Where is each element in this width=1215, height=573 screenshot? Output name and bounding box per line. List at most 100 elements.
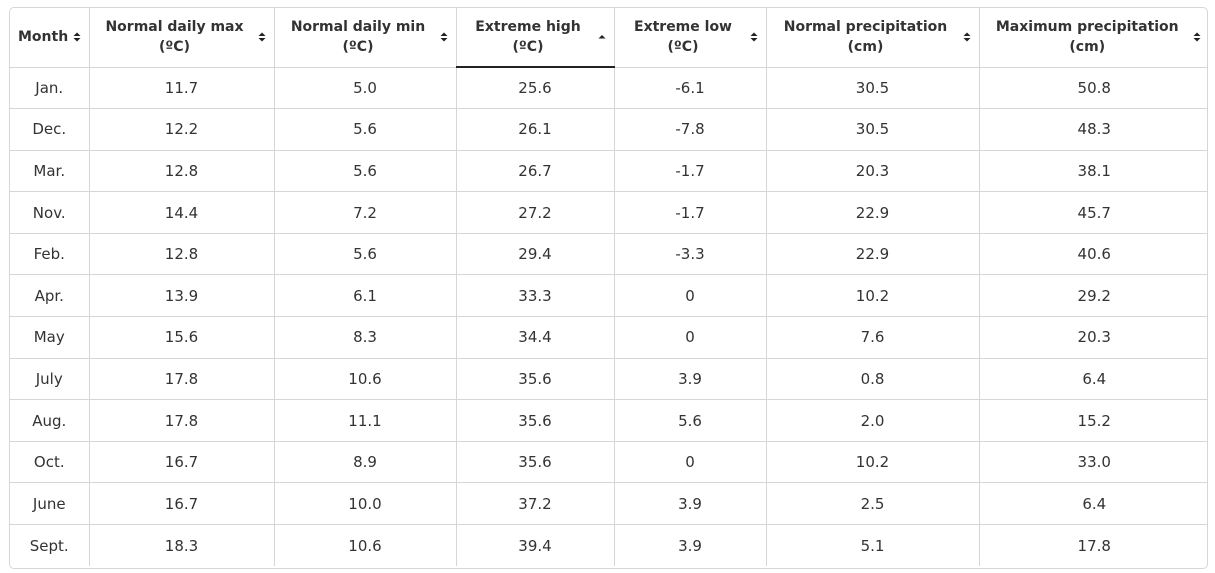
column-header-unit: (cm) <box>847 39 884 56</box>
sort-both-icon[interactable] <box>963 31 971 43</box>
cell-extreme-low: 3.9 <box>614 524 767 567</box>
cell-normal-daily-max: 15.6 <box>89 316 275 359</box>
cell-normal-precipitation: 22.9 <box>766 233 980 276</box>
column-header-label: Normal daily max <box>105 19 244 36</box>
column-header-unit: (ºC) <box>342 39 374 56</box>
table-body: Jan. 11.7 5.0 25.6 -6.1 30.5 50.8 Dec. 12.2 5.6 26… <box>10 67 1207 567</box>
cell-month: Mar. <box>10 150 90 193</box>
cell-extreme-high: 25.6 <box>456 67 615 110</box>
cell-normal-precipitation: 10.2 <box>766 274 980 318</box>
cell-extreme-low: 0 <box>614 316 767 359</box>
cell-extreme-high: 35.6 <box>456 441 615 484</box>
cell-normal-daily-max: 12.8 <box>89 150 275 193</box>
cell-normal-precipitation: 5.1 <box>766 524 980 567</box>
sort-ascending-icon[interactable] <box>598 31 606 43</box>
climate-table: Month Normal daily max (ºC) Normal daily mi… <box>10 8 1207 567</box>
cell-normal-daily-min: 5.6 <box>274 150 457 193</box>
cell-normal-daily-min: 5.6 <box>274 108 457 151</box>
climate-table-container: Month Normal daily max (ºC) Normal daily mi… <box>9 7 1208 569</box>
column-header-normal-precipitation[interactable]: Normal precipitation (cm) <box>766 8 980 68</box>
column-header-month[interactable]: Month <box>10 8 90 68</box>
column-header-label: Normal daily min <box>290 19 426 36</box>
cell-normal-daily-max: 14.4 <box>89 191 275 234</box>
cell-normal-precipitation: 2.5 <box>766 482 980 526</box>
cell-maximum-precipitation: 29.2 <box>979 274 1207 318</box>
cell-normal-daily-min: 8.3 <box>274 316 457 359</box>
cell-normal-daily-max: 12.8 <box>89 233 275 276</box>
cell-normal-daily-min: 5.6 <box>274 233 457 276</box>
cell-normal-daily-min: 10.6 <box>274 524 457 567</box>
column-header-unit: (ºC) <box>159 39 190 56</box>
column-header-label: Extreme high <box>475 19 581 35</box>
sort-both-icon[interactable] <box>73 31 81 43</box>
cell-month: Apr. <box>10 274 90 318</box>
cell-maximum-precipitation: 50.8 <box>979 67 1207 110</box>
cell-normal-daily-min: 11.1 <box>274 399 457 442</box>
cell-maximum-precipitation: 45.7 <box>979 191 1207 234</box>
sort-both-icon[interactable] <box>750 31 758 43</box>
cell-normal-precipitation: 0.8 <box>766 358 980 401</box>
cell-normal-daily-max: 16.7 <box>89 482 275 526</box>
cell-normal-daily-min: 10.0 <box>274 482 457 526</box>
cell-normal-precipitation: 2.0 <box>766 399 980 442</box>
cell-maximum-precipitation: 6.4 <box>979 482 1207 526</box>
cell-extreme-low: 3.9 <box>614 358 767 401</box>
cell-normal-daily-min: 10.6 <box>274 358 457 401</box>
cell-maximum-precipitation: 40.6 <box>979 233 1207 276</box>
cell-maximum-precipitation: 15.2 <box>979 399 1207 442</box>
cell-normal-daily-max: 17.8 <box>89 399 275 442</box>
table-row: Oct. 16.7 8.9 35.6 0 10.2 33.0 <box>10 441 1207 484</box>
table-row: July 17.8 10.6 35.6 3.9 0.8 6.4 <box>10 358 1207 401</box>
cell-month: Oct. <box>10 441 90 484</box>
cell-maximum-precipitation: 48.3 <box>979 108 1207 151</box>
cell-extreme-low: 0 <box>614 274 767 318</box>
cell-month: June <box>10 482 90 526</box>
table-row: Sept. 18.3 10.6 39.4 3.9 5.1 17.8 <box>10 524 1207 567</box>
cell-extreme-low: 3.9 <box>614 482 767 526</box>
cell-month: Feb. <box>10 233 90 276</box>
column-header-maximum-precipitation[interactable]: Maximum precipitation (cm) <box>979 8 1207 68</box>
cell-maximum-precipitation: 6.4 <box>979 358 1207 401</box>
cell-extreme-high: 33.3 <box>456 274 615 318</box>
cell-extreme-low: 0 <box>614 441 767 484</box>
cell-normal-precipitation: 30.5 <box>766 108 980 151</box>
table-row: Mar. 12.8 5.6 26.7 -1.7 20.3 38.1 <box>10 150 1207 193</box>
cell-month: Jan. <box>10 67 90 110</box>
column-header-normal-daily-max[interactable]: Normal daily max (ºC) <box>89 8 275 68</box>
column-header-extreme-low[interactable]: Extreme low (ºC) <box>614 8 767 68</box>
sort-both-icon[interactable] <box>258 31 266 43</box>
cell-extreme-high: 27.2 <box>456 191 615 234</box>
column-header-label: Extreme low <box>634 19 732 36</box>
cell-extreme-high: 37.2 <box>456 482 615 526</box>
column-header-label: Month <box>18 29 69 46</box>
column-header-unit: (ºC) <box>667 39 699 56</box>
sort-both-icon[interactable] <box>440 31 448 43</box>
cell-normal-daily-min: 8.9 <box>274 441 457 484</box>
cell-normal-daily-min: 6.1 <box>274 274 457 318</box>
cell-normal-precipitation: 20.3 <box>766 150 980 193</box>
cell-extreme-low: -6.1 <box>614 67 767 110</box>
table-row: Feb. 12.8 5.6 29.4 -3.3 22.9 40.6 <box>10 233 1207 276</box>
table-row: June 16.7 10.0 37.2 3.9 2.5 6.4 <box>10 482 1207 526</box>
cell-normal-daily-max: 13.9 <box>89 274 275 318</box>
column-header-unit: (cm) <box>1069 39 1106 56</box>
cell-extreme-high: 35.6 <box>456 358 615 401</box>
cell-normal-precipitation: 10.2 <box>766 441 980 484</box>
cell-maximum-precipitation: 38.1 <box>979 150 1207 193</box>
cell-extreme-high: 26.7 <box>456 150 615 193</box>
table-row: May 15.6 8.3 34.4 0 7.6 20.3 <box>10 316 1207 359</box>
column-header-normal-daily-min[interactable]: Normal daily min (ºC) <box>274 8 457 68</box>
cell-normal-daily-min: 7.2 <box>274 191 457 234</box>
sort-both-icon[interactable] <box>1193 31 1201 43</box>
cell-month: Dec. <box>10 108 90 151</box>
cell-normal-precipitation: 7.6 <box>766 316 980 359</box>
table-row: Apr. 13.9 6.1 33.3 0 10.2 29.2 <box>10 274 1207 318</box>
column-header-extreme-high[interactable]: Extreme high (ºC) <box>456 8 615 68</box>
cell-normal-daily-max: 17.8 <box>89 358 275 401</box>
cell-month: Nov. <box>10 191 90 234</box>
table-row: Aug. 17.8 11.1 35.6 5.6 2.0 15.2 <box>10 399 1207 442</box>
cell-extreme-low: -1.7 <box>614 150 767 193</box>
cell-month: July <box>10 358 90 401</box>
table-row: Nov. 14.4 7.2 27.2 -1.7 22.9 45.7 <box>10 191 1207 234</box>
column-header-unit: (ºC) <box>512 39 544 55</box>
